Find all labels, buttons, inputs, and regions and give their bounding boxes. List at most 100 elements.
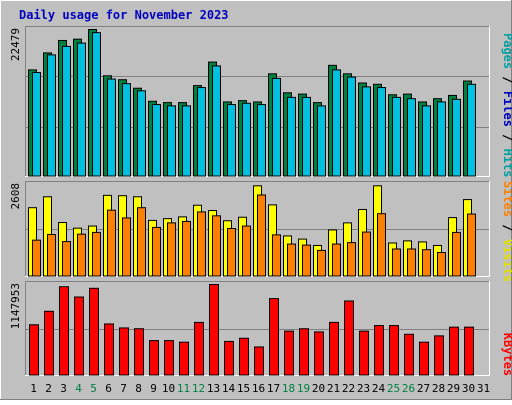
bar-kbytes-day-4: [74, 296, 84, 376]
x-tick-label-day-15: 15: [237, 382, 250, 395]
bar-kbytes-day-13: [209, 284, 219, 376]
bar-files-day-15: [242, 102, 251, 177]
bar-kbytes-day-19: [299, 328, 309, 376]
x-tick-label-day-11: 11: [177, 382, 190, 395]
bar-sites-day-4: [77, 233, 86, 277]
bar-files-day-7: [122, 83, 131, 177]
bar-kbytes-day-27: [419, 341, 429, 376]
bar-files-day-22: [347, 76, 356, 177]
bar-kbytes-day-8: [134, 328, 144, 376]
bar-kbytes-day-14: [224, 340, 234, 376]
side-legend-part: /: [501, 217, 512, 239]
bar-kbytes-day-17: [269, 298, 279, 376]
side-legend: Sites / Visits: [501, 181, 512, 282]
bar-files-day-17: [272, 77, 281, 177]
bar-sites-day-11: [182, 220, 191, 277]
side-legend: KBytes: [501, 333, 512, 376]
x-tick-label-day-25: 25: [387, 382, 400, 395]
bar-files-day-28: [437, 101, 446, 177]
bar-kbytes-day-23: [359, 330, 369, 376]
bar-sites-day-6: [107, 209, 116, 277]
x-axis-tick-labels: 1 2 3 4 5 6 7 8 9 10 11 12 13 14 15 16 17 18 19 20 21 22 23 24 2…: [30, 382, 490, 395]
bar-sites-day-24: [377, 213, 386, 277]
bar-kbytes-day-24: [374, 325, 384, 376]
bar-sites-day-5: [92, 231, 101, 277]
bar-files-day-24: [377, 87, 386, 177]
x-tick-label-day-27: 27: [417, 382, 430, 395]
chart-panel-2: 2608 Sites / Visits: [9, 181, 512, 282]
bar-files-day-25: [392, 96, 401, 177]
bar-sites-day-27: [422, 249, 431, 277]
bar-files-day-21: [332, 69, 341, 177]
side-legend: Pages / Files / Hits: [501, 33, 512, 178]
chart-title: Daily usage for November 2023: [19, 8, 229, 22]
bar-sites-day-15: [242, 225, 251, 277]
x-tick-label-day-2: 2: [45, 382, 52, 395]
bar-files-day-10: [167, 105, 176, 177]
x-tick-label-day-20: 20: [312, 382, 325, 395]
bar-kbytes-day-15: [239, 337, 249, 376]
bar-kbytes-day-26: [404, 333, 414, 376]
bar-files-day-12: [197, 87, 206, 177]
bar-kbytes-day-18: [284, 330, 294, 376]
x-tick-label-day-14: 14: [222, 382, 236, 395]
bar-files-day-26: [407, 98, 416, 177]
bar-kbytes-day-30: [464, 326, 474, 376]
bar-kbytes-day-25: [389, 325, 399, 376]
bar-files-day-11: [182, 105, 191, 177]
bar-files-day-3: [62, 45, 71, 177]
bar-sites-day-14: [227, 228, 236, 277]
x-tick-label-day-23: 23: [357, 382, 370, 395]
bar-sites-day-12: [197, 211, 206, 277]
bar-files-day-5: [92, 32, 101, 177]
bar-files-day-16: [257, 104, 266, 177]
x-tick-label-day-18: 18: [282, 382, 295, 395]
bar-kbytes-day-1: [29, 324, 39, 376]
x-tick-label-day-12: 12: [192, 382, 205, 395]
side-legend-part: Pages: [501, 33, 512, 69]
bar-files-day-8: [137, 90, 146, 177]
bar-kbytes-day-22: [344, 300, 354, 376]
bar-files-day-19: [302, 96, 311, 177]
chart-panel-1: 22479 Pages / Files / Hits: [9, 26, 512, 178]
bar-sites-day-25: [392, 248, 401, 277]
y-axis-max-label: 2608: [9, 183, 22, 210]
bar-files-day-6: [107, 78, 116, 177]
bar-kbytes-day-9: [149, 340, 159, 376]
bar-kbytes-day-11: [179, 341, 189, 376]
side-legend-part: Visits: [501, 239, 512, 282]
x-tick-label-day-7: 7: [120, 382, 127, 395]
bar-sites-day-30: [467, 213, 476, 277]
bar-sites-day-17: [272, 234, 281, 277]
bar-sites-day-22: [347, 242, 356, 277]
bar-sites-day-10: [167, 222, 176, 277]
side-legend-part: KBytes: [501, 333, 512, 376]
bar-kbytes-day-16: [254, 346, 264, 376]
bar-files-day-4: [77, 42, 86, 177]
bar-sites-day-20: [317, 249, 326, 277]
bar-sites-day-21: [332, 243, 341, 277]
x-tick-label-day-5: 5: [90, 382, 97, 395]
x-tick-label-day-28: 28: [432, 382, 445, 395]
bar-sites-day-1: [32, 239, 41, 277]
x-tick-label-day-9: 9: [150, 382, 157, 395]
bar-kbytes-day-6: [104, 323, 114, 376]
bar-sites-day-23: [362, 231, 371, 277]
bar-files-day-1: [32, 72, 41, 177]
bar-kbytes-day-5: [89, 287, 99, 376]
bar-files-day-27: [422, 105, 431, 177]
side-legend-part: Hits: [501, 149, 512, 178]
bar-kbytes-day-28: [434, 335, 444, 376]
bar-sites-day-16: [257, 194, 266, 277]
side-legend-part: /: [501, 69, 512, 91]
chart-panel-3: 1147953 KBytes: [9, 281, 512, 376]
bar-files-day-18: [287, 96, 296, 177]
bar-files-day-2: [47, 54, 56, 177]
bar-files-day-13: [212, 65, 221, 177]
bar-sites-day-26: [407, 248, 416, 277]
chart-panels: 22479 Pages / Files / Hits 2608 Sites / Vis…: [9, 26, 512, 376]
x-tick-label-day-8: 8: [135, 382, 142, 395]
bar-kbytes-day-2: [44, 310, 54, 376]
bar-sites-day-2: [47, 234, 56, 277]
